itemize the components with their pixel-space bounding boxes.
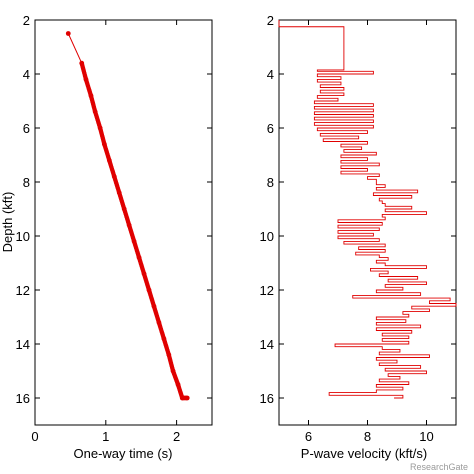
- right-x-tick-label: 6: [305, 429, 312, 444]
- data-point: [184, 395, 190, 401]
- left-x-tick-label: 0: [31, 429, 38, 444]
- right-y-tick-label: 14: [260, 337, 274, 352]
- data-point: [111, 174, 117, 180]
- data-point: [65, 31, 71, 36]
- data-point: [166, 352, 172, 358]
- left-y-tick-label: 8: [23, 175, 30, 190]
- left-y-tick-label: 2: [23, 13, 30, 28]
- left-plot-frame: [34, 19, 213, 426]
- data-point: [83, 77, 89, 82]
- right-series: [278, 20, 457, 399]
- data-point: [92, 109, 98, 115]
- data-point: [161, 336, 167, 341]
- data-point: [116, 190, 122, 196]
- left-y-tick-label: 16: [16, 391, 30, 406]
- data-point: [121, 206, 127, 212]
- left-x-tick-label: 1: [102, 429, 109, 444]
- left-y-tick-label: 4: [23, 67, 30, 82]
- left-x-tick-label: 2: [173, 429, 180, 444]
- data-point: [151, 303, 157, 309]
- data-point: [126, 222, 132, 228]
- data-point: [170, 368, 176, 374]
- data-point: [141, 271, 147, 277]
- right-y-tick-label: 8: [267, 175, 274, 190]
- right-y-tick-label: 2: [267, 13, 274, 28]
- left-y-axis-label: Depth (kft): [0, 192, 15, 253]
- right-y-tick-label: 10: [260, 229, 274, 244]
- left-y-tick-label: 10: [16, 229, 30, 244]
- data-point: [97, 125, 103, 131]
- data-point: [146, 287, 152, 293]
- data-point: [79, 60, 85, 66]
- data-point: [106, 158, 112, 163]
- data-point: [179, 395, 185, 401]
- right-y-tick-label: 4: [267, 67, 274, 82]
- data-point: [131, 239, 137, 244]
- right-y-tick-label: 16: [260, 391, 274, 406]
- right-x-tick-label: 10: [419, 429, 433, 444]
- right-x-tick-label: 8: [364, 429, 371, 444]
- data-point: [101, 141, 107, 147]
- right-ticks: 6 8 10 2 4 6 8 10 12 14 16: [260, 13, 456, 444]
- data-point: [88, 93, 94, 98]
- left-series: [65, 31, 190, 401]
- watermark: ResearchGate: [410, 462, 468, 472]
- left-y-tick-label: 6: [23, 121, 30, 136]
- right-y-tick-label: 12: [260, 283, 274, 298]
- left-y-tick-label: 14: [16, 337, 30, 352]
- left-x-axis-label: One-way time (s): [74, 446, 173, 461]
- right-panel: 6 8 10 2 4 6 8 10 12 14 16 P-wave velocity (kft/s): [260, 13, 457, 461]
- left-y-tick-label: 12: [16, 283, 30, 298]
- right-y-tick-label: 6: [267, 121, 274, 136]
- velocity-log-line: [278, 20, 457, 399]
- data-point: [175, 382, 181, 387]
- right-x-axis-label: P-wave velocity (kft/s): [301, 446, 427, 461]
- data-point: [136, 255, 142, 260]
- data-point: [156, 320, 162, 325]
